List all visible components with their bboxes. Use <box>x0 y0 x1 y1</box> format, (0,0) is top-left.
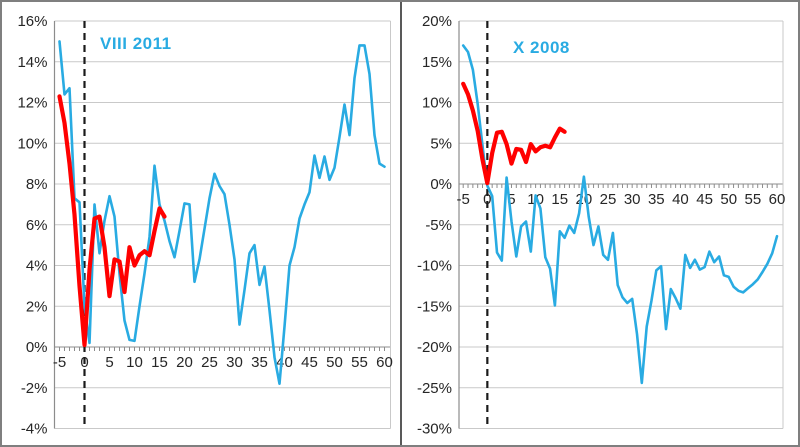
x-tick-label: 15 <box>151 354 168 371</box>
x-tick-label: 45 <box>301 354 318 371</box>
y-tick-label: -15% <box>417 298 452 315</box>
x-tick-label: 0 <box>483 191 491 208</box>
series-blue-episode <box>461 44 779 385</box>
x-tick-label: 5 <box>507 191 515 208</box>
y-tick-label: -4% <box>21 421 48 438</box>
y-tick-label: 20% <box>422 13 452 30</box>
y-tick-label: 15% <box>422 54 452 71</box>
x-tick-label: 25 <box>201 354 218 371</box>
y-tick-label: 8% <box>26 176 48 193</box>
x-tick-label: 60 <box>376 354 393 371</box>
x-tick-label: 40 <box>276 354 293 371</box>
x-tick-label: 10 <box>126 354 143 371</box>
y-tick-label: -25% <box>417 380 452 397</box>
y-tick-label: 10% <box>422 95 452 112</box>
y-tick-label: 0% <box>430 176 452 193</box>
panel-divider <box>400 2 402 445</box>
x-tick-label: 45 <box>696 191 713 208</box>
x-tick-label: 15 <box>551 191 568 208</box>
y-tick-label: 0% <box>26 339 48 356</box>
x-tick-label: 30 <box>226 354 243 371</box>
chart-title-right: X 2008 <box>513 38 570 57</box>
series-red-current <box>57 94 167 348</box>
y-tick-label: 4% <box>26 258 48 275</box>
x-tick-label: 30 <box>624 191 641 208</box>
x-tick-label: 20 <box>176 354 193 371</box>
x-tick-label: 40 <box>672 191 689 208</box>
x-tick-label: 50 <box>720 191 737 208</box>
y-tick-label: 10% <box>17 135 47 152</box>
y-tick-label: 12% <box>17 95 47 112</box>
x-tick-label: 55 <box>745 191 762 208</box>
x-tick-label: 35 <box>251 354 268 371</box>
chart-panel-0: 16%14%12%10%8%6%4%2%0%-2%-4%-50510152025… <box>17 13 392 438</box>
y-tick-label: 6% <box>26 217 48 234</box>
chart-panel-1: 20%15%10%5%0%-5%-10%-15%-20%-25%-30%-5 0 5… <box>417 13 785 438</box>
x-tick-label: 5 <box>105 354 113 371</box>
x-tick-label: -5 <box>457 191 470 208</box>
series-blue-episode <box>58 40 386 386</box>
y-tick-label: 2% <box>26 298 48 315</box>
y-tick-label: 16% <box>17 13 47 30</box>
x-tick-label: 60 <box>769 191 786 208</box>
x-tick-label: 50 <box>326 354 343 371</box>
chart-title-left: VIII 2011 <box>100 34 172 53</box>
series-red-current <box>461 81 567 186</box>
y-tick-label: -5% <box>425 217 452 234</box>
x-tick-label: 35 <box>648 191 665 208</box>
x-tick-label: 25 <box>600 191 617 208</box>
x-tick-label: 55 <box>351 354 368 371</box>
y-tick-label: -30% <box>417 421 452 438</box>
y-tick-label: -2% <box>21 380 48 397</box>
x-tick-label: 20 <box>576 191 593 208</box>
y-tick-label: 14% <box>17 54 47 71</box>
y-tick-label: -20% <box>417 339 452 356</box>
y-tick-label: -10% <box>417 258 452 275</box>
x-tick-label: -5 <box>53 354 66 371</box>
y-tick-label: 5% <box>430 135 452 152</box>
